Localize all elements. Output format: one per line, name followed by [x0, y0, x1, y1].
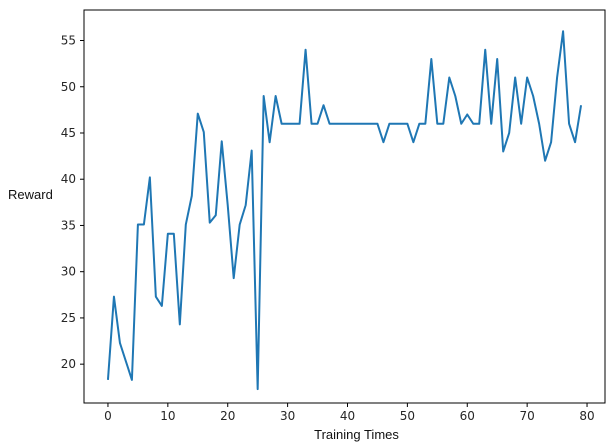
y-tick-label: 55 — [61, 34, 76, 48]
x-axis-label: Training Times — [314, 427, 399, 442]
y-tick-label: 35 — [61, 218, 76, 232]
x-tick-label: 20 — [220, 409, 235, 423]
y-tick-label: 45 — [61, 126, 76, 140]
plot-frame — [83, 9, 606, 404]
x-tick-label: 50 — [400, 409, 415, 423]
x-tick-label: 30 — [280, 409, 295, 423]
x-tick-label: 60 — [460, 409, 475, 423]
series-line-0 — [106, 30, 583, 391]
y-axis: 20 25 30 35 40 45 50 55 — [61, 34, 84, 371]
x-tick-label: 80 — [579, 409, 594, 423]
plot-area — [106, 30, 583, 391]
x-tick-label: 40 — [340, 409, 355, 423]
y-tick-label: 30 — [61, 265, 76, 279]
y-tick-label: 20 — [61, 357, 76, 371]
x-tick-label: 70 — [520, 409, 535, 423]
x-tick-label: 0 — [104, 409, 112, 423]
x-tick-label: 10 — [160, 409, 175, 423]
x-axis: 0 10 20 30 40 50 60 70 80 — [104, 403, 595, 423]
y-tick-label: 40 — [61, 172, 76, 186]
y-axis-label: Reward — [8, 187, 53, 202]
y-tick-label: 25 — [61, 311, 76, 325]
y-tick-label: 50 — [61, 80, 76, 94]
